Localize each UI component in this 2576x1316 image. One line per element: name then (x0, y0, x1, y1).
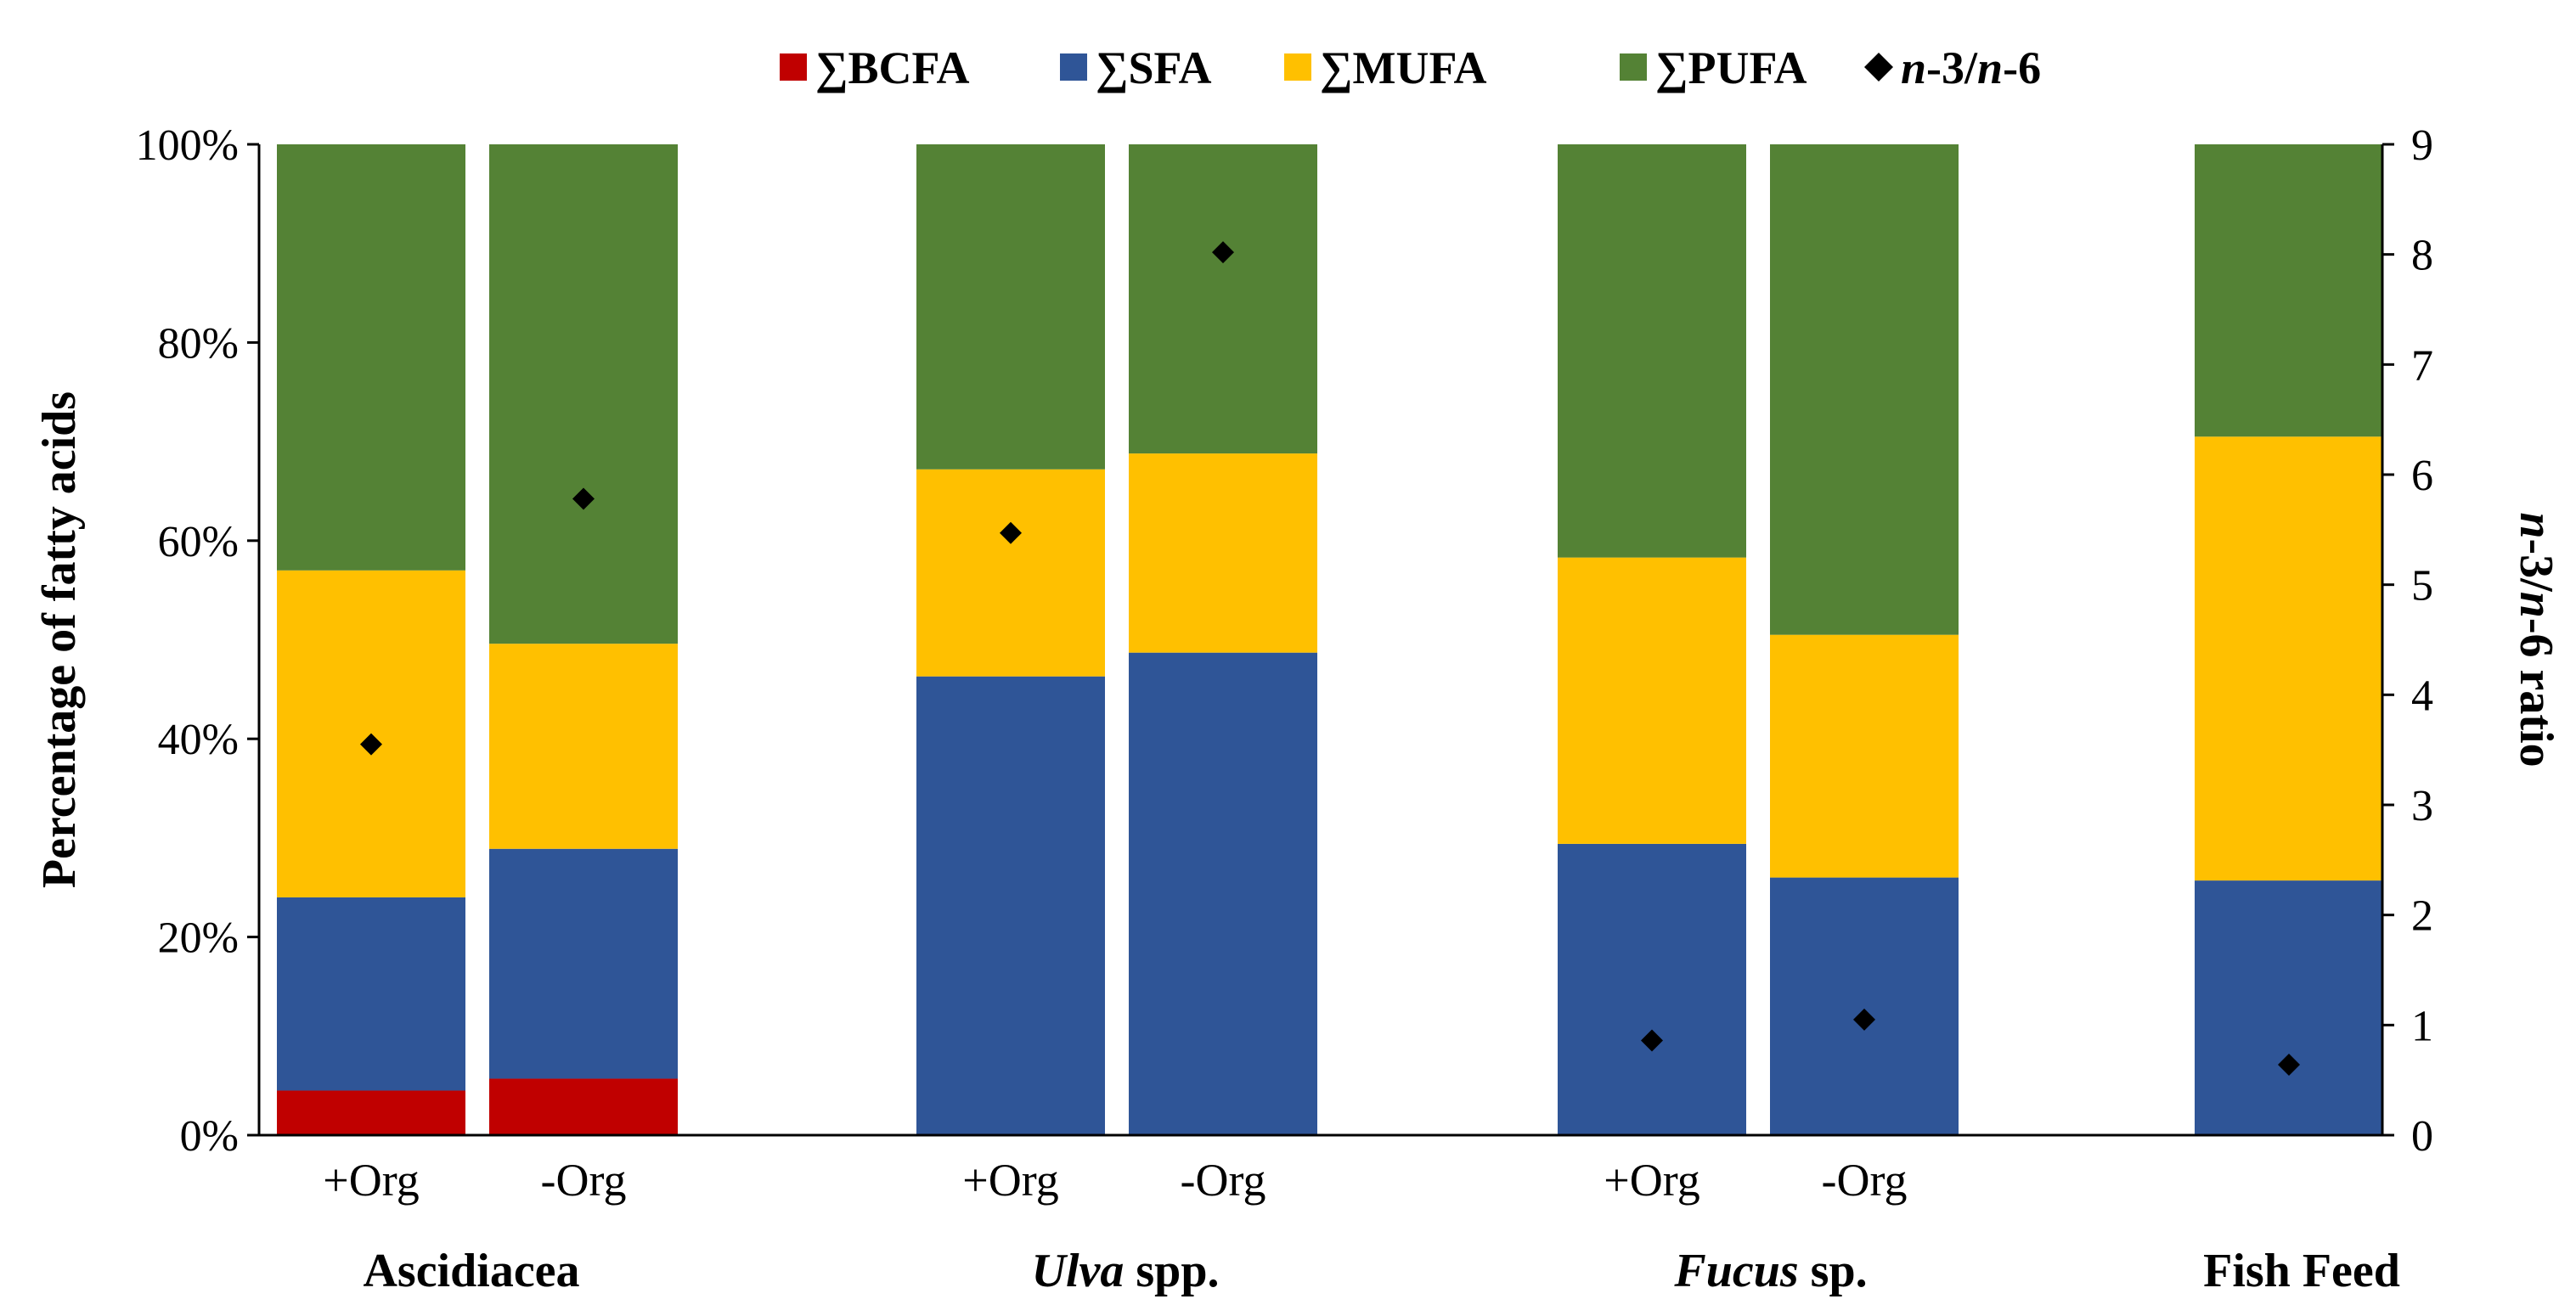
bar-label: -Org (541, 1155, 627, 1206)
ratio-marker (1000, 521, 1022, 544)
ratio-marker (1853, 1008, 1875, 1031)
bar-segment-pufa (277, 144, 465, 571)
legend-label-pufa: ∑PUFA (1655, 42, 1807, 93)
bar-label: -Org (1822, 1155, 1908, 1206)
bar-segment-sfa (1770, 877, 1959, 1135)
ratio-marker (360, 733, 382, 756)
y2-tick-label: 6 (2411, 452, 2433, 500)
y-tick-label: 100% (136, 121, 239, 170)
y-tick-label: 40% (158, 716, 239, 764)
y-tick-label: 80% (158, 319, 239, 368)
bar-segment-sfa (916, 676, 1105, 1135)
bar-segment-pufa (1770, 144, 1959, 635)
ratio-marker (1212, 241, 1234, 264)
ratio-marker (572, 487, 595, 510)
bar-segment-mufa (1129, 453, 1317, 653)
legend-swatch-mufa (1284, 53, 1311, 81)
bar-segment-pufa (916, 144, 1105, 470)
legend-swatch-ratio (1864, 53, 1893, 82)
y-axis-title: Percentage of fatty acids (33, 391, 86, 888)
legend-label-ratio: n-3/n-6 (1901, 42, 2041, 93)
legend-swatch-bcfa (780, 53, 807, 81)
bar-segment-pufa (1558, 144, 1746, 558)
bar-segment-mufa (1558, 557, 1746, 844)
bar-segment-pufa (489, 144, 678, 644)
bar-label: +Org (323, 1155, 419, 1206)
y2-tick-label: 4 (2411, 672, 2433, 720)
bar-segment-bcfa (277, 1090, 465, 1135)
y2-tick-label: 7 (2411, 341, 2433, 390)
bar-segment-pufa (1129, 144, 1317, 454)
labels-layer: +Org -Org +Org -Org +Org -Org Percentage of fa… (33, 391, 2562, 1297)
group-label: Fucus sp. (1673, 1245, 1867, 1297)
y2-tick-label: 5 (2411, 562, 2433, 610)
group-label: Fish Feed (2203, 1245, 2400, 1297)
y2-tick-label: 2 (2411, 892, 2433, 941)
bar-segment-bcfa (489, 1078, 678, 1135)
legend-label-sfa: ∑SFA (1096, 42, 1212, 93)
bar-segment-pufa (2195, 144, 2383, 437)
bar-segment-sfa (2195, 880, 2383, 1135)
legend-label-mufa: ∑MUFA (1320, 42, 1486, 93)
legend-swatch-sfa (1060, 53, 1087, 81)
bar-segment-sfa (1558, 843, 1746, 1135)
bar-segment-sfa (489, 848, 678, 1079)
ratio-marker (2278, 1054, 2300, 1077)
y2-tick-label: 1 (2411, 1002, 2433, 1050)
bar-segment-mufa (916, 469, 1105, 677)
y2-tick-label: 8 (2411, 232, 2433, 280)
ratio-marker (1641, 1029, 1663, 1052)
y2-tick-label: 0 (2411, 1112, 2433, 1161)
y-tick-label: 60% (158, 518, 239, 566)
bar-label: +Org (1604, 1155, 1699, 1206)
axes-layer: 0% 20% 40% 60% 80% 100% 0 1 2 3 4 5 6 7 8 9 (136, 121, 2433, 1161)
y2-tick-label: 3 (2411, 782, 2433, 830)
y-tick-label: 0% (180, 1112, 239, 1161)
y2-tick-label: 9 (2411, 121, 2433, 170)
bar-segment-mufa (1770, 634, 1959, 878)
legend: ∑BCFA ∑SFA ∑MUFA ∑PUFA n-3/n-6 (780, 42, 2041, 93)
bar-segment-mufa (2195, 436, 2383, 881)
bar-label: +Org (962, 1155, 1058, 1206)
legend-swatch-pufa (1620, 53, 1647, 81)
bar-label: -Org (1181, 1155, 1266, 1206)
bars-layer (277, 144, 2383, 1135)
group-label: Ascidiacea (363, 1245, 579, 1297)
bar-segment-sfa (277, 897, 465, 1091)
legend-label-bcfa: ∑BCFA (815, 42, 970, 93)
group-label: Ulva spp. (1032, 1245, 1220, 1297)
y-tick-label: 20% (158, 914, 239, 963)
bar-segment-mufa (489, 644, 678, 849)
y2-axis-title: n-3/n-6 ratio (2510, 512, 2562, 767)
bar-segment-sfa (1129, 652, 1317, 1135)
ratio-markers-layer (360, 241, 2300, 1077)
